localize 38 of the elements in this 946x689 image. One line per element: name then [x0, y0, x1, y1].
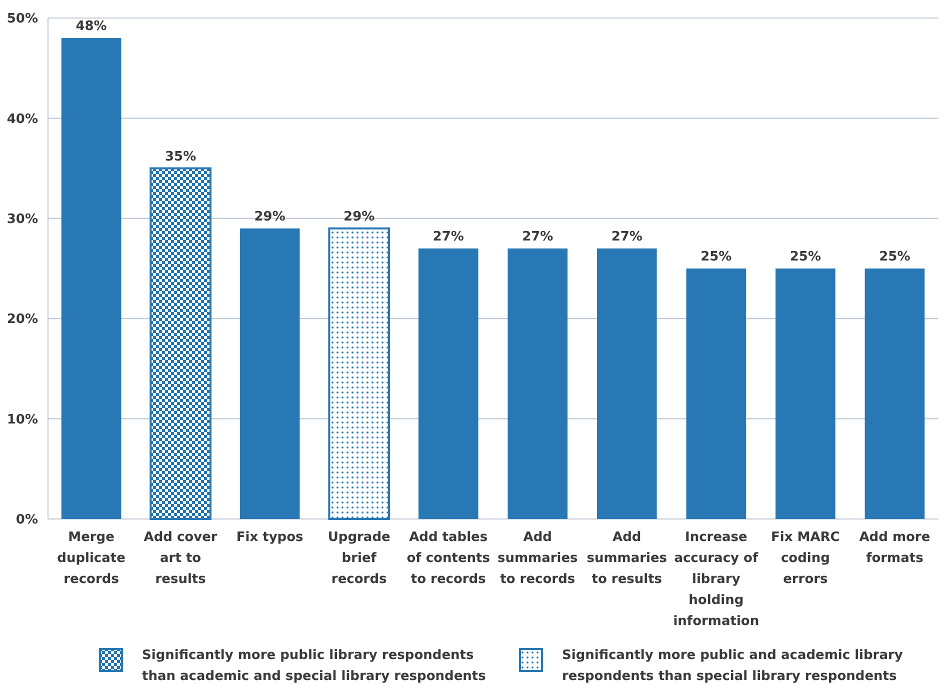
bar [508, 248, 568, 519]
bar [596, 248, 657, 519]
data-label: 27% [522, 229, 554, 244]
data-label: 25% [879, 250, 910, 264]
x-tick-label: Add summaries to results [586, 530, 668, 587]
bar [686, 268, 746, 519]
y-tick-label: 20% [6, 312, 38, 328]
data-label: 29% [344, 209, 375, 224]
y-tick-label: 40% [6, 112, 38, 127]
x-tick-label: Add tables of contents to records [406, 530, 490, 587]
data-label: 48% [76, 19, 107, 34]
x-tick-label: Add more formats [859, 530, 930, 566]
bar [61, 38, 122, 519]
data-label: 27% [432, 229, 464, 244]
x-tick-label: Fix MARC coding errors [771, 530, 840, 587]
y-tick-label: 0% [16, 512, 38, 528]
y-tick-label: 30% [6, 212, 38, 227]
x-tick-label: Increase accuracy of library holding information [673, 530, 760, 629]
y-tick-label: 10% [6, 412, 38, 428]
bar [328, 227, 390, 520]
data-label: 27% [611, 229, 642, 244]
data-label: 35% [165, 149, 196, 164]
data-label: 29% [254, 209, 286, 224]
x-tick-label: Add cover art to results [144, 530, 218, 587]
bar [418, 248, 478, 519]
x-tick-label: Fix typos [236, 530, 304, 545]
bar [776, 268, 836, 519]
y-tick-label: 50% [6, 12, 38, 27]
bar [150, 167, 212, 520]
bar [240, 228, 300, 519]
data-label: 25% [790, 250, 821, 264]
x-tick-label: Upgrade brief records [328, 530, 391, 587]
legend-label: Significantly more public and academic library respondents than special library respondents [562, 648, 904, 684]
legend-label: Significantly more public library respondents than academic and special library respondents [142, 648, 486, 684]
x-tick-label: Merge duplicate records [57, 530, 126, 587]
bar [864, 268, 925, 519]
x-tick-label: Add summaries to records [497, 530, 578, 587]
data-label: 25% [700, 250, 732, 264]
